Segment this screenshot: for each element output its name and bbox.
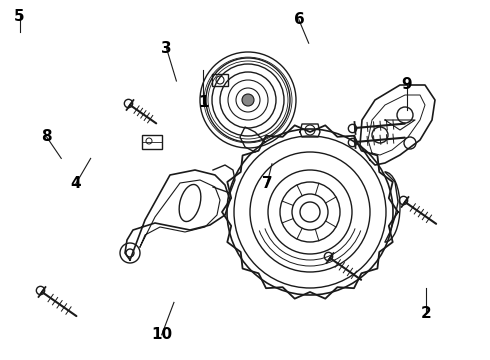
Text: 4: 4 [71,176,81,191]
Text: 2: 2 [421,306,432,321]
Text: 7: 7 [262,176,272,191]
Text: 9: 9 [401,77,412,92]
Text: 1: 1 [198,95,209,110]
Text: 3: 3 [161,41,172,56]
Text: 5: 5 [14,9,25,24]
Text: 10: 10 [151,327,172,342]
Text: 6: 6 [294,12,304,27]
Text: 8: 8 [41,129,52,144]
Circle shape [242,94,254,106]
